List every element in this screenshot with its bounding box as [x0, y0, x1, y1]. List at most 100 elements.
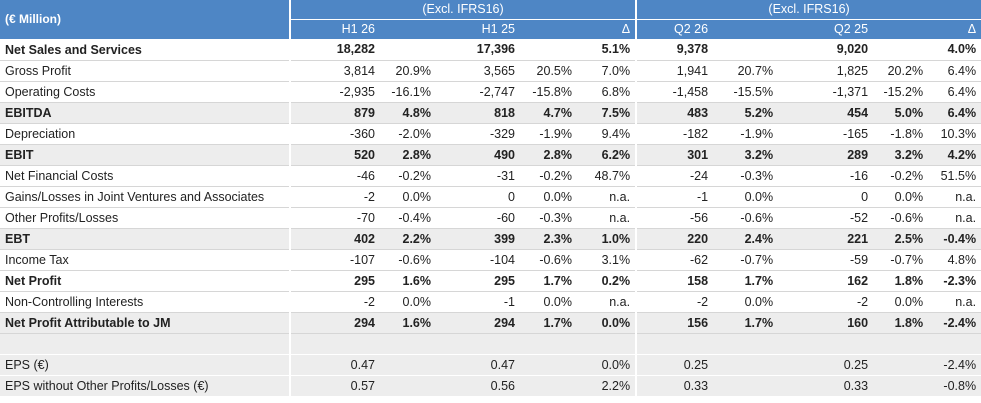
cell-q2-25-pct: 0.0%: [873, 186, 929, 208]
cell-h1-26-value: 0.47: [289, 354, 380, 376]
row-label: Non-Controlling Interests: [0, 291, 290, 313]
cell-h1-26-pct: 1.6%: [380, 270, 436, 292]
cell-h1-26-pct: 2.8%: [380, 144, 436, 166]
cell-q2-25-pct: -0.2%: [873, 165, 929, 187]
cell-h1-26-pct: -2.0%: [380, 123, 436, 145]
table-row: Other Profits/Losses -70 -0.4% -60 -0.3% n.a.…: [0, 207, 981, 229]
cell-h1-25-value: 3,565: [436, 60, 520, 82]
table-row: EPS without Other Profits/Losses (€) 0.57…: [0, 375, 981, 396]
cell-q2-26-pct: -15.5%: [713, 81, 779, 103]
cell-h1-26-pct: 0.0%: [380, 291, 436, 313]
cell-q2-delta: -0.8%: [928, 375, 981, 396]
spacer-cell: [778, 333, 874, 355]
cell-q2-25-pct: -15.2%: [873, 81, 929, 103]
row-label: Net Profit: [0, 270, 290, 292]
cell-h1-delta: 5.1%: [577, 39, 637, 61]
cell-h1-26-value: 0.57: [289, 375, 380, 396]
col-q2-25-pct: [873, 19, 929, 39]
cell-q2-25-value: -1,371: [778, 81, 874, 103]
cell-q2-26-value: 0.25: [635, 354, 714, 376]
spacer-cell: [380, 333, 436, 355]
cell-h1-delta: n.a.: [577, 186, 637, 208]
table-row: EBT 402 2.2% 399 2.3% 1.0% 220 2.4% 221 2.5% -0.4%: [0, 228, 981, 250]
cell-h1-26-value: 520: [289, 144, 380, 166]
cell-h1-26-value: 879: [289, 102, 380, 124]
cell-h1-26-pct: 20.9%: [380, 60, 436, 82]
cell-h1-delta: 1.0%: [577, 228, 637, 250]
cell-q2-26-pct: 1.7%: [713, 312, 779, 334]
col-delta-half-year: Δ: [577, 19, 637, 39]
cell-h1-25-value: -329: [436, 123, 520, 145]
cell-q2-25-value: 162: [778, 270, 874, 292]
header-row-periods: H1 26 H1 25 Δ Q2 26 Q2 25 Δ: [0, 19, 981, 39]
cell-h1-25-pct: -0.6%: [520, 249, 577, 271]
col-h1-26-pct: [380, 19, 436, 39]
col-q2-26-pct: [713, 19, 779, 39]
cell-q2-25-value: 0: [778, 186, 874, 208]
cell-q2-25-value: 160: [778, 312, 874, 334]
row-label: EBT: [0, 228, 290, 250]
cell-q2-26-pct: -0.6%: [713, 207, 779, 229]
cell-h1-26-value: -70: [289, 207, 380, 229]
cell-q2-25-pct: 1.8%: [873, 312, 929, 334]
spacer-cell: [873, 333, 929, 355]
cell-q2-26-value: 483: [635, 102, 714, 124]
cell-h1-25-value: 399: [436, 228, 520, 250]
spacer-cell: [0, 333, 290, 355]
row-label: EBITDA: [0, 102, 290, 124]
cell-h1-25-value: -2,747: [436, 81, 520, 103]
cell-h1-26-pct: 4.8%: [380, 102, 436, 124]
cell-q2-26-value: 9,378: [635, 39, 714, 61]
row-label: Gains/Losses in Joint Ventures and Assoc…: [0, 186, 290, 208]
cell-h1-26-value: -2: [289, 186, 380, 208]
cell-q2-delta: -0.4%: [928, 228, 981, 250]
table-row: Operating Costs -2,935 -16.1% -2,747 -15.8% 6…: [0, 81, 981, 103]
spacer-cell: [520, 333, 577, 355]
cell-h1-25-pct: -1.9%: [520, 123, 577, 145]
col-h1-25: H1 25: [436, 19, 520, 39]
cell-h1-25-pct: 1.7%: [520, 312, 577, 334]
cell-h1-25-value: 490: [436, 144, 520, 166]
cell-h1-25-value: -60: [436, 207, 520, 229]
cell-q2-delta: 51.5%: [928, 165, 981, 187]
table-row: Gross Profit 3,814 20.9% 3,565 20.5% 7.0% 1,94…: [0, 60, 981, 82]
cell-q2-25-value: -52: [778, 207, 874, 229]
cell-h1-25-pct: [520, 354, 577, 376]
cell-q2-25-value: 454: [778, 102, 874, 124]
cell-q2-25-value: -2: [778, 291, 874, 313]
spacer-cell: [577, 333, 637, 355]
cell-h1-26-pct: [380, 354, 436, 376]
table-row: Income Tax -107 -0.6% -104 -0.6% 3.1% -62 -0.7%…: [0, 249, 981, 271]
cell-q2-25-value: 289: [778, 144, 874, 166]
cell-h1-delta: 0.0%: [577, 354, 637, 376]
col-delta-quarter: Δ: [928, 19, 981, 39]
row-label: Gross Profit: [0, 60, 290, 82]
cell-q2-25-pct: 3.2%: [873, 144, 929, 166]
cell-h1-delta: n.a.: [577, 291, 637, 313]
row-label: Depreciation: [0, 123, 290, 145]
table-row: EBIT 520 2.8% 490 2.8% 6.2% 301 3.2% 289 3.2% 4.2%: [0, 144, 981, 166]
cell-h1-26-value: -46: [289, 165, 380, 187]
cell-q2-25-value: -165: [778, 123, 874, 145]
cell-h1-25-value: 295: [436, 270, 520, 292]
cell-h1-26-value: -107: [289, 249, 380, 271]
cell-q2-delta: 6.4%: [928, 102, 981, 124]
cell-q2-26-value: -2: [635, 291, 714, 313]
cell-h1-26-value: 18,282: [289, 39, 380, 61]
cell-h1-26-pct: [380, 39, 436, 61]
cell-q2-26-value: -1: [635, 186, 714, 208]
cell-q2-delta: n.a.: [928, 207, 981, 229]
cell-h1-delta: 0.0%: [577, 312, 637, 334]
cell-q2-delta: 4.0%: [928, 39, 981, 61]
cell-q2-26-value: -1,458: [635, 81, 714, 103]
cell-q2-delta: 4.8%: [928, 249, 981, 271]
cell-h1-26-value: 294: [289, 312, 380, 334]
cell-h1-delta: 3.1%: [577, 249, 637, 271]
cell-q2-26-pct: -0.3%: [713, 165, 779, 187]
col-h1-25-pct: [520, 19, 577, 39]
cell-q2-25-value: -16: [778, 165, 874, 187]
col-h1-26: H1 26: [289, 19, 380, 39]
group-title-quarter: (Excl. IFRS16): [635, 0, 981, 20]
cell-h1-delta: 6.2%: [577, 144, 637, 166]
